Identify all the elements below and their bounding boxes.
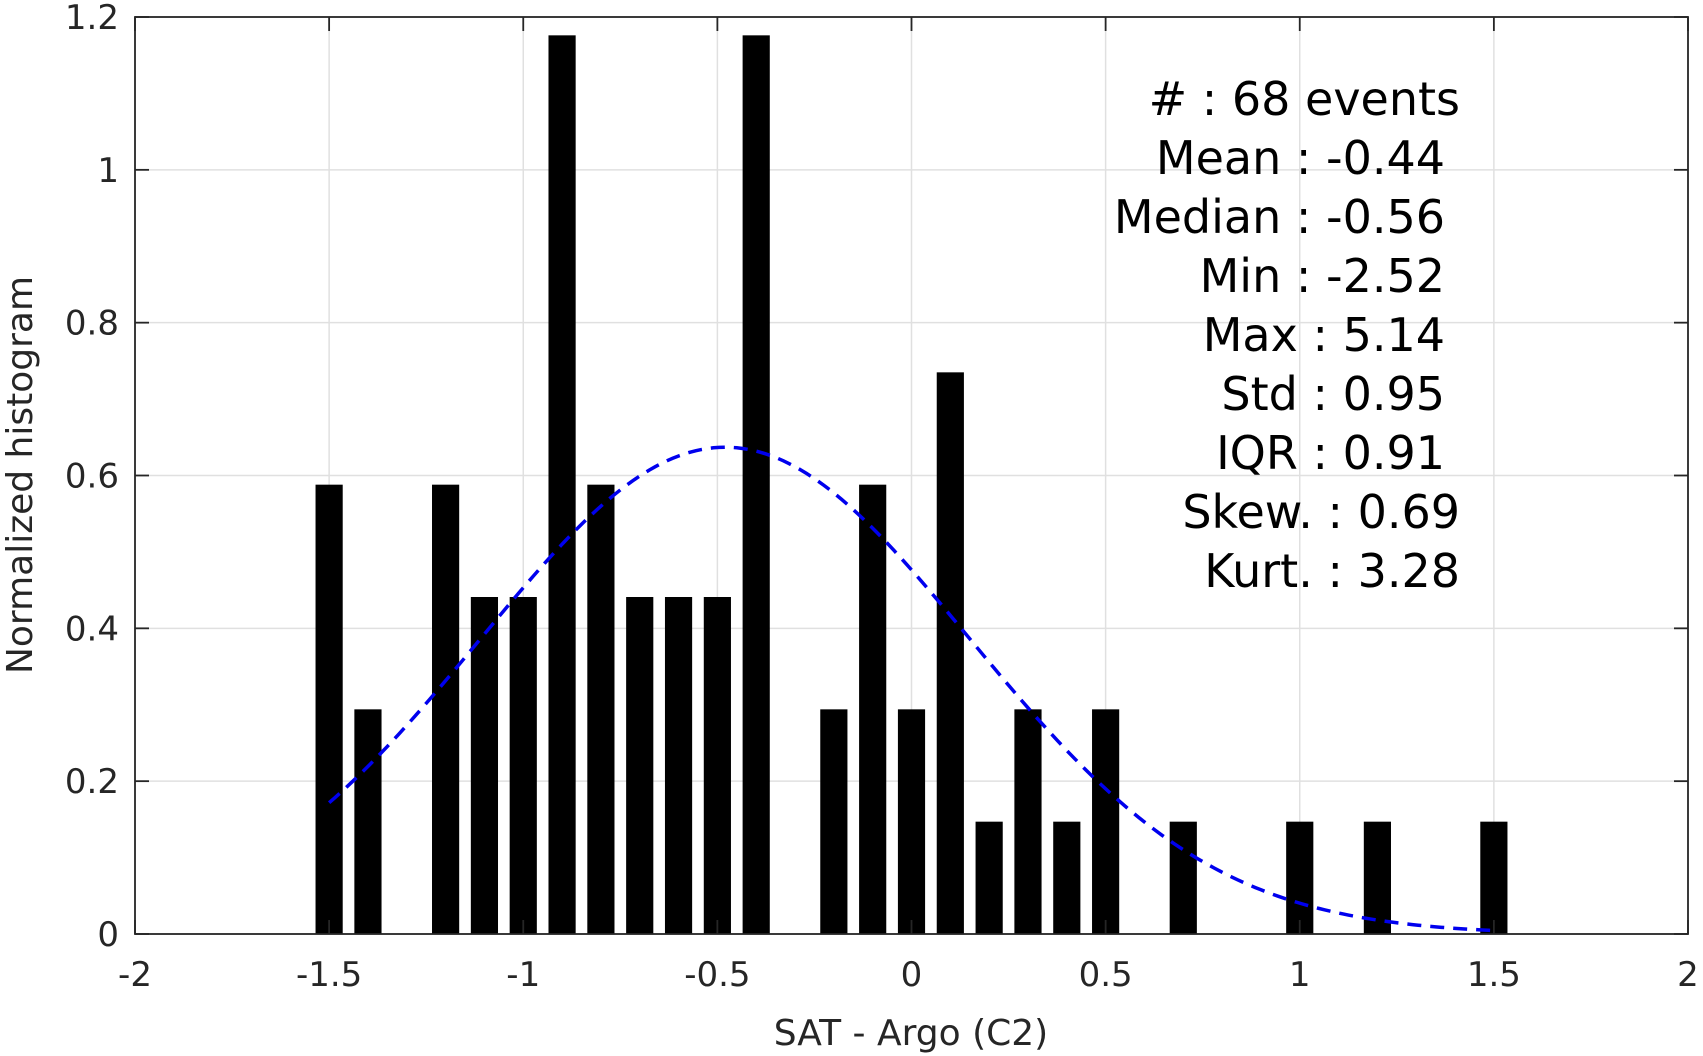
histogram-bar xyxy=(1053,821,1081,934)
histogram-bar xyxy=(1092,709,1120,934)
histogram-bar xyxy=(548,35,576,934)
histogram-bar xyxy=(703,597,731,934)
fit-curve xyxy=(327,445,1494,933)
histogram-bar xyxy=(1286,821,1314,934)
histogram-bar xyxy=(354,709,382,934)
y-tick-label: 0.8 xyxy=(65,304,119,344)
x-tick-label: -1 xyxy=(506,955,540,995)
tick-labels: -2 -1.5 -1 -0.5 0 0.5 1 1.5 2 0 0.2 0.4 0.6 0.8 1 1.2 xyxy=(65,0,1699,995)
x-tick-label: 0 xyxy=(901,955,923,995)
x-tick-label: 1 xyxy=(1289,955,1311,995)
stat-mean: Mean : -0.44 xyxy=(1156,131,1445,185)
stat-median: Median : -0.56 xyxy=(1114,190,1445,244)
stat-kurt: Kurt. : 3.28 xyxy=(1204,544,1460,598)
y-axis-label: Normalized histogram xyxy=(0,276,41,674)
fit-curve-group xyxy=(327,445,1494,933)
y-tick-label: 0.6 xyxy=(65,457,119,497)
histogram-bar xyxy=(315,484,343,934)
histogram-bar xyxy=(509,597,537,934)
histogram-bar xyxy=(664,597,693,934)
stat-skew: Skew. : 0.69 xyxy=(1182,485,1460,539)
histogram-bar xyxy=(587,484,615,934)
y-tick-label: 1.2 xyxy=(65,0,119,38)
histogram-bar xyxy=(626,597,654,934)
histogram-bar xyxy=(1480,821,1508,934)
x-tick-label: -1.5 xyxy=(296,955,362,995)
histogram-bar xyxy=(1363,821,1391,934)
histogram-bar xyxy=(897,709,926,934)
x-tick-label: 0.5 xyxy=(1079,955,1133,995)
x-tick-label: 2 xyxy=(1677,955,1699,995)
stat-min: Min : -2.52 xyxy=(1200,249,1445,303)
histogram-bar xyxy=(1014,709,1042,934)
axes xyxy=(134,16,1689,935)
x-tick-label: -0.5 xyxy=(684,955,750,995)
histogram-bar xyxy=(859,484,887,934)
y-tick-label: 0.2 xyxy=(65,762,119,802)
histogram-bar xyxy=(1169,821,1197,934)
y-tick-label: 1 xyxy=(97,151,119,191)
histogram-bar xyxy=(432,484,460,934)
x-axis-label: SAT - Argo (C2) xyxy=(774,1013,1048,1054)
histogram-bar xyxy=(820,709,848,934)
stat-count: # : 68 events xyxy=(1149,72,1460,126)
histogram-bars xyxy=(315,35,1508,934)
y-tick-label: 0 xyxy=(97,915,119,955)
histogram-bar xyxy=(936,372,964,934)
histogram-bar xyxy=(742,35,770,934)
histogram-bar xyxy=(470,597,499,934)
stat-iqr: IQR : 0.91 xyxy=(1216,426,1445,480)
x-tick-label: 1.5 xyxy=(1467,955,1521,995)
x-tick-label: -2 xyxy=(118,955,152,995)
stat-std: Std : 0.95 xyxy=(1221,367,1445,421)
stat-max: Max : 5.14 xyxy=(1203,308,1445,362)
histogram-bar xyxy=(975,821,1003,934)
stats-box: # : 68 events Mean : -0.44 Median : -0.5… xyxy=(1114,72,1460,598)
y-tick-label: 0.4 xyxy=(65,609,119,649)
